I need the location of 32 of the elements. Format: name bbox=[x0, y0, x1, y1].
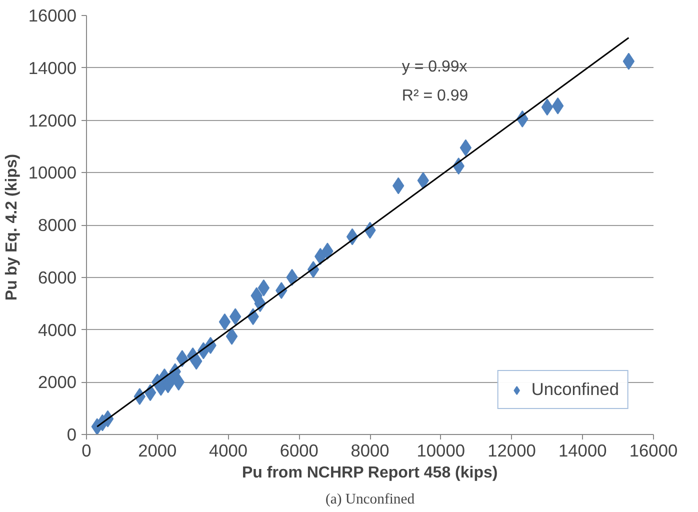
x-axis-title: Pu from NCHRP Report 458 (kips) bbox=[242, 464, 498, 482]
y-tick-label: 8000 bbox=[38, 215, 77, 235]
point bbox=[552, 97, 564, 114]
x-tick-label: 14000 bbox=[558, 440, 607, 460]
x-tick-label: 12000 bbox=[488, 440, 536, 460]
y-tick-label: 6000 bbox=[38, 267, 77, 288]
text: (a) Unconfined bbox=[325, 492, 416, 508]
point bbox=[218, 313, 231, 330]
y-tick-label: 2000 bbox=[38, 372, 77, 392]
x-tick-label: 16000 bbox=[629, 440, 678, 460]
x-tick-label: 8000 bbox=[350, 440, 390, 460]
x-tick-label: 10000 bbox=[416, 440, 465, 460]
x-tick-label: 2000 bbox=[138, 440, 177, 460]
y-axis-title: Pu by Eq. 4.2 (kips) bbox=[3, 154, 20, 301]
y-tick-label: 4000 bbox=[38, 320, 77, 340]
y-tick-label: 12000 bbox=[28, 110, 76, 130]
point bbox=[622, 52, 635, 70]
point bbox=[258, 279, 270, 296]
annotation: y = 0.99x bbox=[402, 58, 468, 76]
x-tick-label: 6000 bbox=[280, 440, 318, 460]
point bbox=[226, 328, 238, 345]
x-tick-label: 0 bbox=[82, 440, 92, 460]
legend-label: Unconfined bbox=[531, 379, 619, 400]
x-tick-label: 4000 bbox=[208, 440, 248, 460]
point bbox=[460, 139, 472, 156]
point bbox=[541, 98, 554, 116]
y-tick-label: 10000 bbox=[28, 162, 76, 183]
y-tick-label: 0 bbox=[66, 424, 77, 444]
annotation: R² = 0.99 bbox=[402, 88, 468, 105]
y-tick-label: 16000 bbox=[28, 6, 76, 26]
point bbox=[176, 350, 188, 368]
y-tick-label: 14000 bbox=[28, 58, 76, 78]
